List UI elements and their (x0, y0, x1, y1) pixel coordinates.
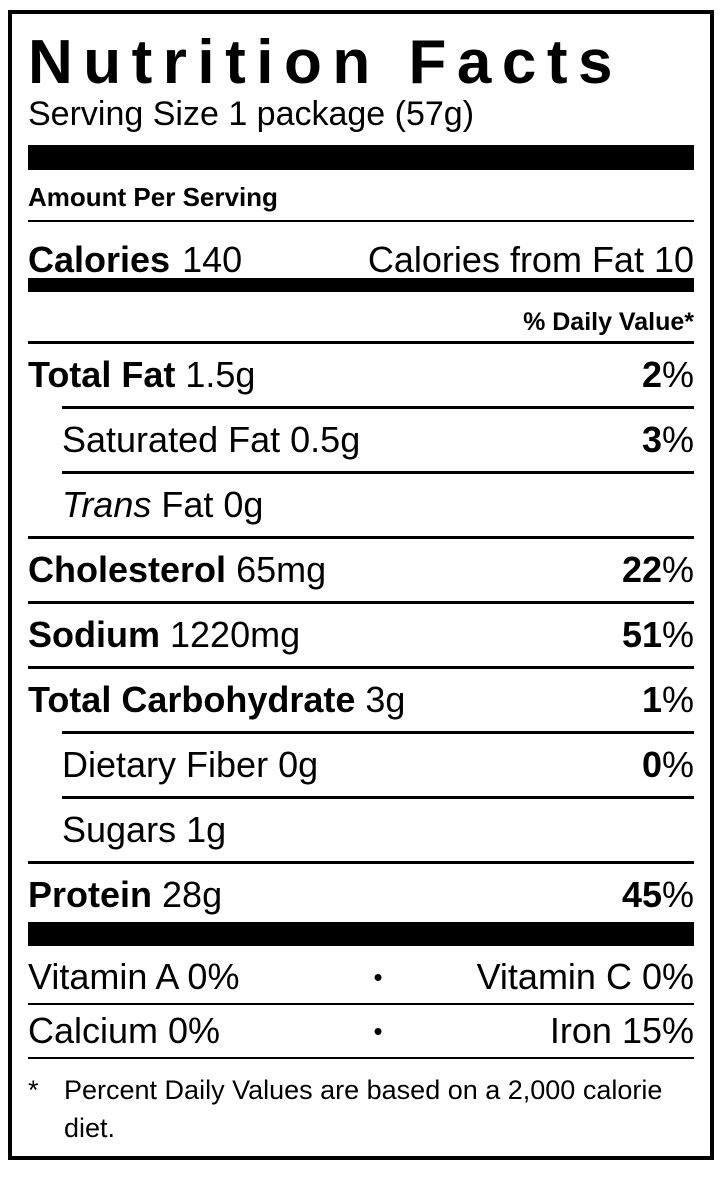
nutrient-label: Total Fat (28, 354, 176, 395)
nutrient-amount: 1220mg (170, 614, 301, 655)
nutrient-row: Sodium 1220mg 51% (28, 601, 694, 666)
amount-per-serving: Amount Per Serving (28, 182, 278, 212)
nutrient-label: Sugars (62, 809, 177, 850)
nutrient-row: Total Carbohydrate 3g 1% (28, 666, 694, 731)
nutrient: Protein 28g (28, 874, 222, 916)
nutrient-amount: 28g (162, 874, 223, 915)
nutrient: Sodium 1220mg (28, 614, 300, 656)
nutrient-label: Total Carbohydrate (28, 679, 356, 720)
vitamin-left: Calcium 0% (28, 1010, 221, 1051)
nutrient-amount: 65mg (236, 549, 327, 590)
nutrient-rows: Total Fat 1.5g 2% Saturated Fat 0.5g 3% Tran… (28, 341, 694, 926)
nutrient: Total Fat 1.5g (28, 354, 255, 396)
nutrient-label: Fat (161, 484, 214, 525)
daily-value-number: 0 (641, 744, 662, 785)
daily-value-number: 1 (641, 679, 662, 720)
nutrient: Trans Fat 0g (62, 484, 263, 526)
nutrient-row: Protein 28g 45% (28, 861, 694, 926)
footnote-text: Percent Daily Values are based on a 2,00… (64, 1075, 663, 1143)
nutrient: Cholesterol 65mg (28, 549, 326, 591)
vitamin-right: Iron 15% (549, 1010, 694, 1051)
daily-value-unit: % (661, 419, 694, 460)
title: Nutrition Facts (28, 28, 623, 97)
calories-row: Calories 140 Calories from Fat 10 (28, 234, 694, 286)
thick-rule (28, 278, 694, 292)
calories-from-fat: Calories from Fat 10 (367, 239, 694, 280)
vitamin-right: Vitamin C 0% (476, 956, 694, 997)
footnote: * Percent Daily Values are based on a 2,… (28, 1071, 694, 1147)
thick-rule (28, 145, 694, 170)
daily-value-unit: % (661, 874, 694, 915)
nutrient: Total Carbohydrate 3g (28, 679, 405, 721)
daily-value: 0% (642, 744, 694, 786)
nutrient-amount: 1g (186, 809, 227, 850)
nutrient-amount: 3g (365, 679, 406, 720)
vitamin-row: Calcium 0% • Iron 15% (28, 1003, 694, 1057)
nutrient-amount: 0g (223, 484, 264, 525)
nutrition-label: Nutrition Facts Serving Size 1 package (… (8, 10, 714, 1160)
nutrient-label: Sodium (28, 614, 160, 655)
daily-value: 22% (622, 549, 694, 591)
daily-value: 51% (622, 614, 694, 656)
nutrient-amount: 0.5g (290, 419, 361, 460)
calories-value: 140 (182, 239, 243, 280)
separator: • (373, 1015, 383, 1046)
calories-label: Calories (28, 239, 171, 280)
daily-value-number: 51 (621, 614, 662, 655)
daily-value-number: 3 (641, 419, 662, 460)
daily-value-number: 22 (621, 549, 662, 590)
footnote-marker: * (28, 1075, 39, 1105)
daily-value-number: 45 (621, 874, 662, 915)
daily-value: 3% (642, 419, 694, 461)
vitamin-row: Vitamin A 0% • Vitamin C 0% (28, 951, 694, 1003)
nutrient-label: Protein (28, 874, 153, 915)
daily-value-unit: % (661, 679, 694, 720)
nutrient-row: Total Fat 1.5g 2% (28, 341, 694, 406)
nutrient: Dietary Fiber 0g (62, 744, 318, 786)
daily-value-unit: % (661, 549, 694, 590)
daily-value: 45% (622, 874, 694, 916)
nutrient-label: Saturated Fat (62, 419, 281, 460)
daily-value-number: 2 (641, 354, 662, 395)
nutrient-label-italic: Trans (62, 484, 152, 525)
vitamins: Vitamin A 0% • Vitamin C 0% Calcium 0% • Iron… (28, 951, 694, 1059)
separator: • (373, 961, 383, 992)
daily-value-unit: % (661, 614, 694, 655)
nutrient: Sugars 1g (62, 809, 226, 851)
nutrient-row: Sugars 1g (62, 796, 694, 861)
daily-value: 1% (642, 679, 694, 721)
nutrient-amount: 0g (278, 744, 319, 785)
daily-value: 2% (642, 354, 694, 396)
nutrient-row: Dietary Fiber 0g 0% (62, 731, 694, 796)
rule (28, 220, 694, 222)
daily-value-unit: % (661, 744, 694, 785)
daily-value-unit: % (661, 354, 694, 395)
nutrient-row: Trans Fat 0g (62, 471, 694, 536)
thick-rule (28, 922, 694, 946)
rule (28, 1057, 694, 1059)
nutrient-label: Dietary Fiber (62, 744, 269, 785)
nutrient-label: Cholesterol (28, 549, 227, 590)
nutrient-row: Saturated Fat 0.5g 3% (62, 406, 694, 471)
nutrient-amount: 1.5g (185, 354, 256, 395)
nutrient-row: Cholesterol 65mg 22% (28, 536, 694, 601)
vitamin-left: Vitamin A 0% (28, 956, 240, 997)
daily-value-header: % Daily Value* (523, 308, 694, 336)
serving-size: Serving Size 1 package (57g) (28, 95, 475, 133)
nutrient: Saturated Fat 0.5g (62, 419, 360, 461)
